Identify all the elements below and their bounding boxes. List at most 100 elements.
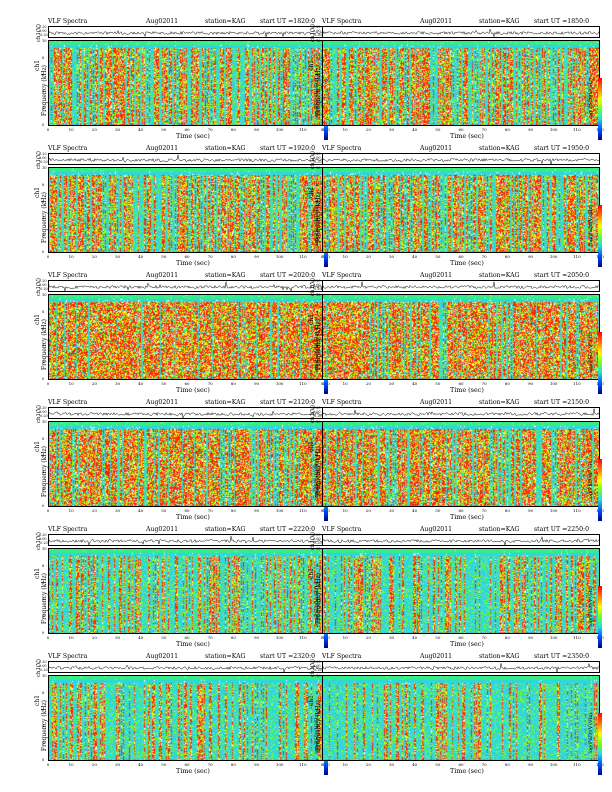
time-tick-label: 20 <box>365 127 371 132</box>
waveform-svg <box>323 281 599 290</box>
time-tick-label: 20 <box>365 254 371 259</box>
time-axis-label: Time (sec) <box>176 259 210 267</box>
spectrogram-panel: VLF Spectra Aug02011 station=KAG start UT =… <box>34 399 330 525</box>
freq-tick-label: 6 <box>316 580 319 585</box>
freq-tick-label: 2 <box>42 233 45 238</box>
time-tick-label: 40 <box>138 508 144 513</box>
time-tick-label: 20 <box>91 762 97 767</box>
colorbar <box>598 459 602 521</box>
panel-title: VLF Spectra Aug02011 station=KAG start UT =… <box>48 399 326 407</box>
spec-ylabel-channel: ch1 <box>308 187 315 199</box>
time-tick-label: 20 <box>365 381 371 386</box>
spectrogram-canvas <box>49 422 325 506</box>
time-tick-label: 50 <box>161 508 167 513</box>
waveform-plot <box>322 280 600 292</box>
time-axis-label: Time (sec) <box>176 132 210 140</box>
title-date: Aug02011 <box>420 399 453 406</box>
freq-tick-label: 4 <box>316 724 319 729</box>
waveform-svg <box>323 28 599 37</box>
time-tick-label: 100 <box>275 254 284 259</box>
wave-tick-label: -0.20 <box>313 668 322 672</box>
panel-title: VLF Spectra Aug02011 station=KAG start UT =… <box>322 526 600 534</box>
wave-tick-label: 0.20 <box>313 406 321 410</box>
time-tick-label: 30 <box>114 127 121 132</box>
title-start-time: start UT =2120:0 <box>260 399 316 406</box>
time-tick-label: 60 <box>184 508 190 513</box>
title-name: VLF Spectra <box>322 526 362 533</box>
title-station: station=KAG <box>479 145 520 152</box>
title-station: station=KAG <box>205 272 246 279</box>
time-axis-label: Time (sec) <box>450 640 484 648</box>
title-start-time: start UT =2350:0 <box>534 653 590 660</box>
spectrogram-plot <box>48 548 326 634</box>
freq-tick-label: 0 <box>316 631 319 635</box>
title-station: station=KAG <box>205 653 246 660</box>
time-tick-label: 50 <box>435 127 441 132</box>
freq-tick-label: 6 <box>42 453 45 458</box>
colorbar <box>598 205 602 267</box>
freq-tick-label: 10 <box>42 166 47 170</box>
freq-tick-label: 2 <box>316 360 319 365</box>
waveform-svg <box>323 535 599 545</box>
title-station: station=KAG <box>205 145 246 152</box>
title-start-time: start UT =2020:0 <box>260 272 316 279</box>
freq-tick-label: 8 <box>316 436 319 441</box>
spectrogram-canvas <box>323 295 599 379</box>
time-tick-label: 90 <box>527 381 534 386</box>
time-tick-label: 70 <box>481 635 487 640</box>
freq-tick-label: 8 <box>42 436 45 441</box>
time-tick-label: 50 <box>161 762 167 767</box>
time-tick-label: 70 <box>481 508 487 513</box>
title-station: station=KAG <box>479 399 520 406</box>
time-tick-label: 60 <box>458 254 464 259</box>
title-date: Aug02011 <box>420 272 453 279</box>
time-tick-label: 100 <box>275 762 284 767</box>
wave-tick-label: -0.20 <box>313 33 322 37</box>
colorbar <box>598 713 602 775</box>
title-date: Aug02011 <box>420 18 453 25</box>
time-tick-label: 70 <box>481 127 487 132</box>
waveform-plot <box>48 153 326 165</box>
spectrogram-panel: VLF Spectra Aug02011 station=KAG start UT =… <box>308 526 604 652</box>
title-name: VLF Spectra <box>48 272 88 279</box>
spectrogram-panel: VLF Spectra Aug02011 station=KAG start UT =… <box>34 653 330 779</box>
title-start-time: start UT =2250:0 <box>534 526 590 533</box>
spectrogram-canvas <box>323 676 599 760</box>
spectrogram-plot <box>322 675 600 761</box>
spectrogram-plot <box>322 421 600 507</box>
time-axis-label: Time (sec) <box>176 767 210 775</box>
time-tick-label: 30 <box>114 381 121 386</box>
wave-tick-label: 0.20 <box>313 660 321 664</box>
waveform-svg <box>49 410 325 418</box>
freq-tick-label: 0 <box>316 250 319 254</box>
wave-tick-label: -0.20 <box>313 541 322 545</box>
time-tick-label: 60 <box>458 635 464 640</box>
time-axis-label: Time (sec) <box>176 386 210 394</box>
time-tick-label: 80 <box>230 762 236 767</box>
colorbar-label: log(PSD)(V²/Hz) <box>588 586 594 627</box>
wave-tick-label: 0.20 <box>313 25 321 29</box>
title-start-time: start UT =1950:0 <box>534 145 590 152</box>
time-tick-label: 40 <box>138 127 144 132</box>
title-name: VLF Spectra <box>322 145 362 152</box>
freq-tick-label: 10 <box>42 293 47 297</box>
waveform-svg <box>49 154 325 163</box>
time-tick-label: 20 <box>91 127 97 132</box>
time-axis-label: Time (sec) <box>450 132 484 140</box>
spectrogram-canvas <box>323 549 599 633</box>
wave-tick-label: -0.20 <box>39 414 48 418</box>
spec-ylabel-channel: ch1 <box>308 314 315 326</box>
freq-tick-label: 4 <box>316 470 319 475</box>
time-tick-label: 110 <box>299 762 307 767</box>
time-tick-label: 100 <box>275 127 284 132</box>
time-axis-label: Time (sec) <box>450 513 484 521</box>
spectrogram-panel: VLF Spectra Aug02011 station=KAG start UT =… <box>308 145 604 271</box>
time-axis-label: Time (sec) <box>176 640 210 648</box>
panel-title: VLF Spectra Aug02011 station=KAG start UT =… <box>322 18 600 26</box>
time-tick-label: 60 <box>458 762 464 767</box>
spec-ylabel-channel: ch1 <box>34 695 41 707</box>
time-tick-label: 40 <box>138 635 144 640</box>
time-tick-label: 90 <box>253 635 260 640</box>
time-tick-label: 40 <box>138 762 144 767</box>
wave-tick-label: 0.20 <box>39 533 47 537</box>
